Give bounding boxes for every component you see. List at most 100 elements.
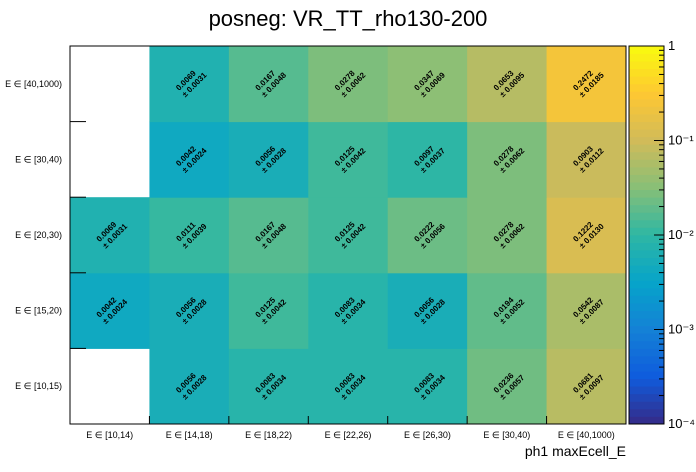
heatmap-cell-0 [149,348,230,425]
color-scale-band [629,212,664,221]
heatmap-cell-4 [467,348,548,425]
color-scale-band [629,235,664,243]
x-tick-label: E ∈ [40,1000) [558,430,615,440]
color-scale-band [629,386,664,395]
color-scale-band [629,325,664,334]
color-scale-band [629,250,664,259]
color-scale-band [629,189,664,198]
x-tick-label: E ∈ [22,26) [325,430,372,440]
y-tick-label: E ∈ [20,30) [15,230,62,240]
color-scale-band [629,76,664,85]
color-scale-band [629,46,664,54]
heatmap-cell-17 [387,197,468,274]
cells-layer [70,46,627,425]
y-tick-label: E ∈ [30,40) [15,154,62,164]
cell-label-19: 0.1222± 0.0130 [571,220,606,251]
heatmap-cell-28 [308,46,389,123]
color-scale-band [629,219,664,228]
color-scale-band [629,182,664,191]
heatmap-cell-3 [387,348,468,425]
heatmap-cell-25 [546,121,627,198]
x-tick-label: E ∈ [30,40) [483,430,530,440]
color-scale-band [629,408,664,417]
heatmap-cell-9 [308,272,389,349]
x-tick-layer: E ∈ [10,14) E ∈ [14,18) E ∈ [18,22) E ∈ [22… [69,416,615,440]
color-scale-band [629,272,664,281]
color-scale-band [629,83,664,92]
color-scale-band [629,310,664,319]
color-scale-band [629,287,664,296]
color-scale-band [629,340,664,349]
heatmap-cell-18 [467,197,548,274]
color-scale-band [629,136,664,145]
color-scale-band [629,416,664,425]
color-scale-band [629,68,664,77]
color-scale-band [629,257,664,266]
color-scale-band [629,204,664,213]
color-scale-band [629,159,664,168]
heatmap-cell-7 [149,272,230,349]
heatmap-cell-12 [546,272,627,349]
heatmap-cell-11 [467,272,548,349]
heatmap-cell-2 [308,348,389,425]
heatmap-cell-20 [149,121,230,198]
color-scale-band [629,121,664,130]
y-tick-label: E ∈ [10,15) [15,381,62,391]
color-scale-ticks: 1 10⁻¹ 10⁻² 10⁻³ 10⁻⁴ [654,38,695,431]
color-scale-band [629,129,664,138]
heatmap-cell-10 [387,272,468,349]
color-scale-band [629,227,664,236]
color-scale-band [629,355,664,364]
x-axis-label: ph1 maxEcell_E [525,443,626,459]
heatmap-cell-23 [387,121,468,198]
color-scale-band [629,98,664,107]
x-tick-label: E ∈ [18,22) [245,430,292,440]
x-tick-label: E ∈ [10,14) [86,430,133,440]
heatmap-cell-14 [149,197,230,274]
plot-frame [69,45,627,425]
heatmap-cell-31 [546,46,627,123]
heatmap-cell-30 [467,46,548,123]
color-scale-band [629,280,664,289]
heatmap-cell-15 [228,197,309,274]
heatmap-cell-27 [228,46,309,123]
color-scale-bar: 1 10⁻¹ 10⁻² 10⁻³ 10⁻⁴ [628,38,695,431]
color-scale-band [629,242,664,251]
y-tick-layer: E ∈ [10,15) E ∈ [15,20) E ∈ [20,30) E ∈ [30… [5,45,86,391]
color-scale-tick-label: 10⁻³ [668,322,694,337]
heatmap-cell-6 [70,272,150,349]
y-tick-label: E ∈ [15,20) [15,306,62,316]
color-scale-band [629,371,664,380]
color-scale-band [629,318,664,327]
heatmap-cell-8 [228,272,309,349]
color-scale-band [629,363,664,372]
heatmap-cell-16 [308,197,389,274]
color-scale-band [629,197,664,206]
color-scale-band [629,378,664,387]
color-scale-band [629,166,664,175]
color-scale-tick-label: 10⁻² [668,227,694,242]
plot-area: 0.0056± 0.0028 0.0083± 0.0034 0.0083± 0.00… [5,45,627,440]
color-scale-band [629,174,664,183]
x-tick-label: E ∈ [26,30) [404,430,451,440]
color-scale-band [629,144,664,153]
chart-title: posneg: VR_TT_rho130-200 [209,6,488,31]
color-scale-bands [629,46,664,425]
heatmap-cell-13 [70,197,150,274]
heatmap-cell-1 [228,348,309,425]
color-scale-band [629,265,664,274]
color-scale-tick-label: 10⁻¹ [668,133,694,148]
color-scale-band [629,61,664,70]
heatmap-cell-29 [387,46,468,123]
color-scale-band [629,401,664,410]
heatmap-cell-5 [546,348,627,425]
x-tick-label: E ∈ [14,18) [166,430,213,440]
color-scale-band [629,333,664,342]
heatmap-cell-24 [467,121,548,198]
heatmap-cell-22 [308,121,389,198]
color-scale-band [629,303,664,311]
y-tick-label: E ∈ [40,1000) [5,79,62,89]
color-scale-band [629,348,664,357]
color-scale-band [629,151,664,160]
